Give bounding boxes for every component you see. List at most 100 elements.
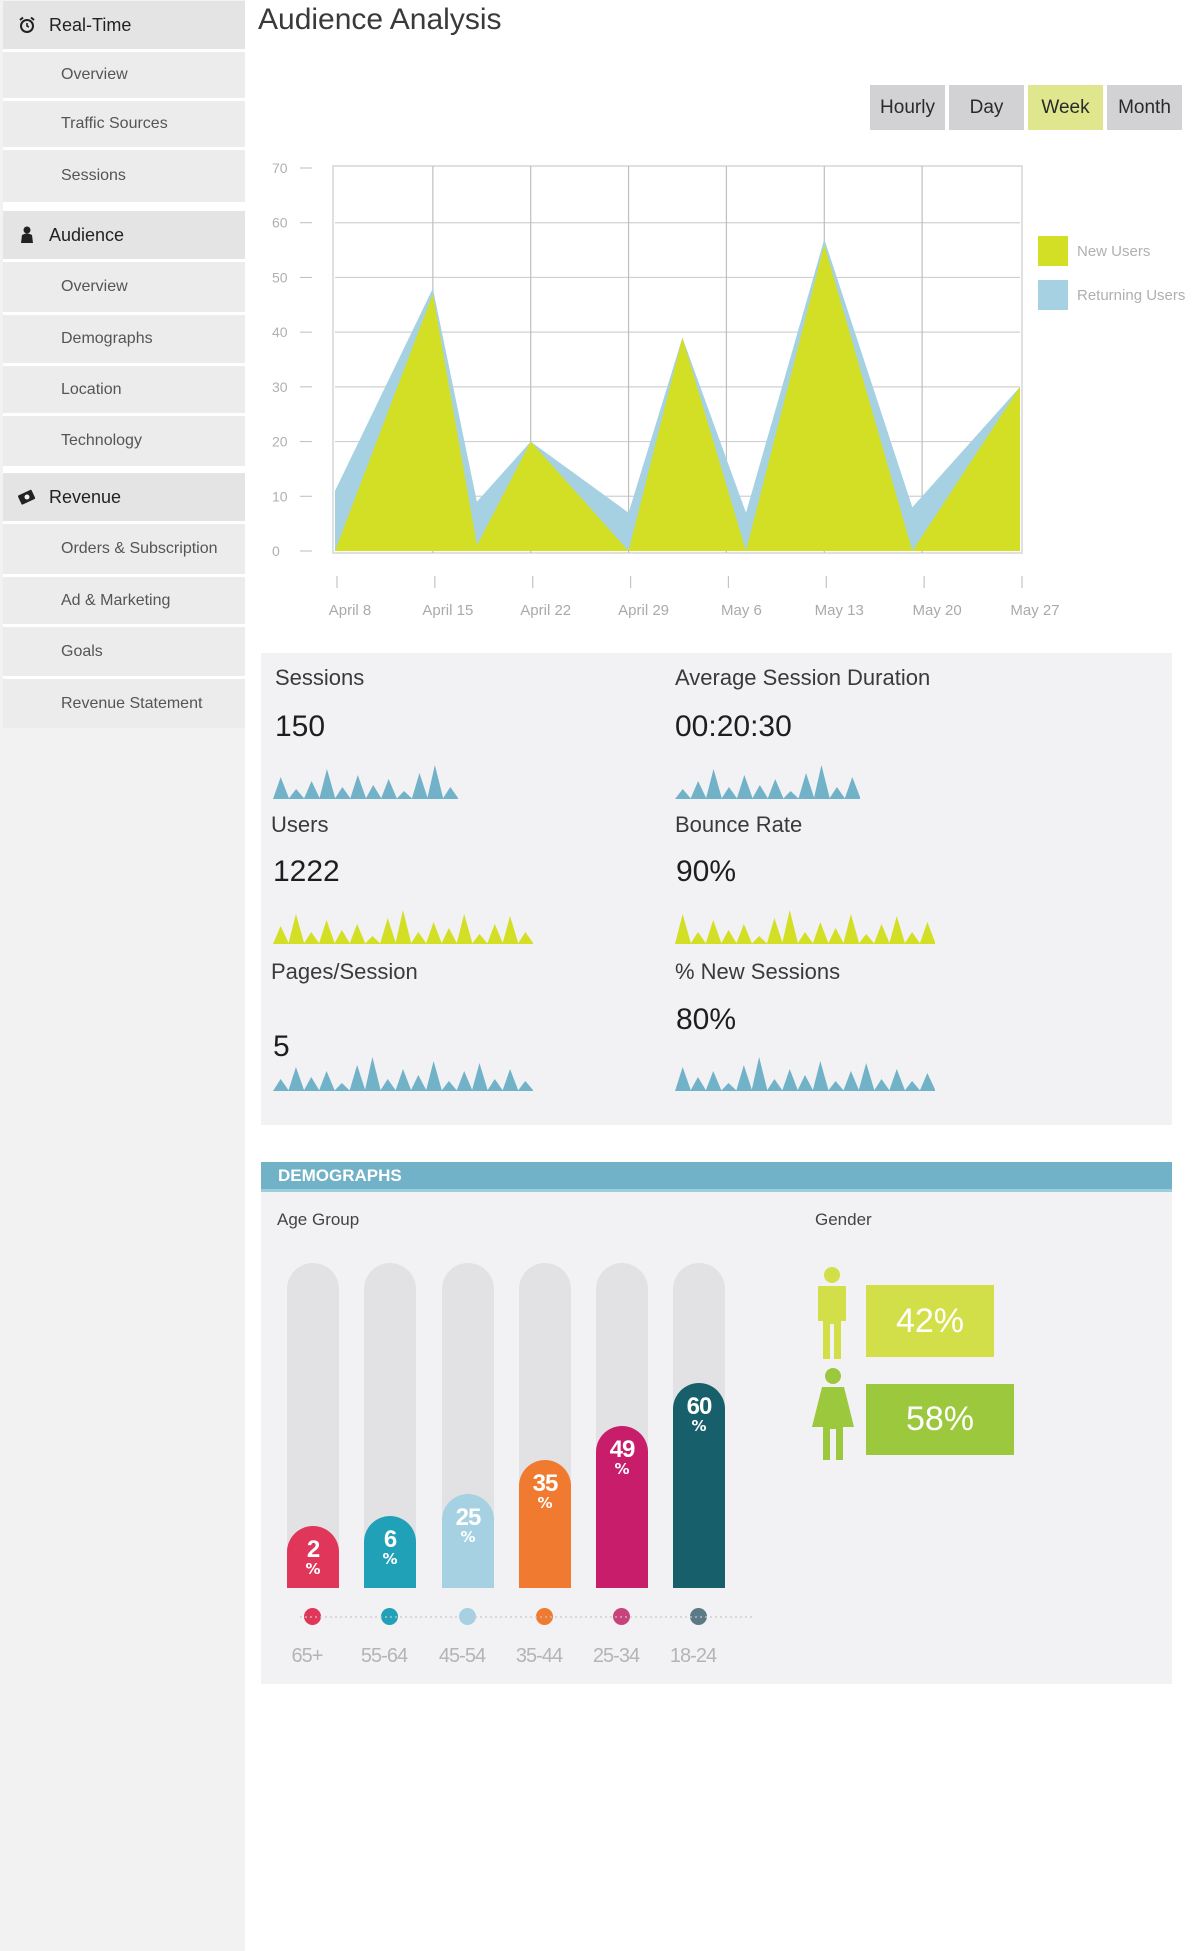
spark-peak xyxy=(843,914,860,944)
divider xyxy=(3,49,245,52)
age-bar-18-24: 60% xyxy=(673,1383,725,1588)
spark-peak xyxy=(812,1061,829,1091)
age-bar-value: 6 xyxy=(383,1526,397,1553)
spark-peak xyxy=(396,791,413,799)
spark-peak xyxy=(720,1083,737,1091)
sidebar-item-orders-subscription[interactable]: Orders & Subscription xyxy=(3,524,245,574)
spark-peak xyxy=(797,1075,814,1091)
sidebar-item-realtime-overview[interactable]: Overview xyxy=(3,52,245,98)
spark-peak xyxy=(766,1079,783,1091)
spark-peak xyxy=(690,1077,707,1091)
spark-peak xyxy=(380,918,397,944)
sidebar-item-traffic-sources[interactable]: Traffic Sources xyxy=(3,101,245,147)
series-area-new-users xyxy=(335,244,1020,551)
age-dot xyxy=(304,1608,321,1625)
age-bar-35-44: 35% xyxy=(519,1460,571,1588)
stats-panel: Sessions 150 Average Session Duration 00:20… xyxy=(261,653,1172,1125)
y-tick-label: 50 xyxy=(272,269,288,285)
sidebar-section-revenue[interactable]: Revenue xyxy=(3,473,245,521)
spark-peak xyxy=(766,918,783,944)
sidebar-section-audience[interactable]: Audience xyxy=(3,211,245,259)
spark-peak xyxy=(441,928,458,944)
age-group-title: Age Group xyxy=(277,1210,360,1229)
age-bar-percent-sign: % xyxy=(460,1528,476,1546)
spark-peak xyxy=(318,1071,335,1091)
male-icon xyxy=(818,1267,846,1359)
stat-value: 1222 xyxy=(273,855,340,888)
sidebar-item-label: Sessions xyxy=(61,167,126,184)
sparkline xyxy=(273,765,458,799)
sidebar-section-label: Audience xyxy=(49,224,125,245)
sparkline xyxy=(675,765,860,799)
sidebar-item-ad-marketing[interactable]: Ad & Marketing xyxy=(3,577,245,624)
sidebar-item-label: Overview xyxy=(61,278,128,295)
dotted-line xyxy=(300,1616,752,1618)
spark-peak xyxy=(827,928,844,944)
sidebar-item-audience-overview[interactable]: Overview xyxy=(3,262,245,312)
spark-peak xyxy=(442,787,458,799)
spark-peak xyxy=(410,932,427,944)
gender-male-value: 42% xyxy=(866,1285,994,1357)
stat-value: 5 xyxy=(273,1030,290,1063)
sidebar-item-label: Location xyxy=(61,380,122,398)
x-tick-label: April 8 xyxy=(329,602,372,619)
tab-month[interactable]: Month xyxy=(1107,85,1182,130)
tab-week[interactable]: Week xyxy=(1028,85,1103,130)
y-tick-label: 60 xyxy=(272,215,288,231)
age-dot xyxy=(459,1608,476,1625)
x-tick-label: May 27 xyxy=(1010,602,1059,619)
y-tick-label: 0 xyxy=(272,543,280,559)
sidebar-item-sessions[interactable]: Sessions xyxy=(3,150,245,202)
spark-peak xyxy=(441,1081,458,1091)
male-icon-body xyxy=(818,1286,846,1359)
y-tick-label: 10 xyxy=(272,488,288,504)
stat-label: Users xyxy=(271,812,329,837)
spark-peak xyxy=(349,924,366,944)
spark-peak xyxy=(797,932,814,944)
sidebar-section-real-time[interactable]: Real-Time xyxy=(3,1,245,49)
sidebar-section-label: Revenue xyxy=(49,486,122,507)
demographs-header: DEMOGRAPHS xyxy=(261,1162,1172,1192)
spark-peak xyxy=(273,926,290,944)
stat-label: Sessions xyxy=(275,665,365,690)
spark-peak xyxy=(334,1083,351,1091)
spark-peak xyxy=(798,773,815,799)
spark-peak xyxy=(471,1063,488,1091)
sidebar-item-revenue-statement[interactable]: Revenue Statement xyxy=(3,679,245,728)
sidebar-item-label: Ad & Marketing xyxy=(61,591,171,609)
audience-area-chart: 0 10 20 30 40 50 60 70 April 8 April 15 April 22 Ap… xyxy=(272,160,1185,619)
sidebar-item-location[interactable]: Location xyxy=(3,366,245,413)
divider xyxy=(3,363,245,366)
spark-peak xyxy=(675,914,692,944)
divider xyxy=(3,466,245,473)
spark-peak xyxy=(395,910,412,944)
legend-swatch xyxy=(1038,280,1068,310)
spark-peak xyxy=(427,765,444,799)
age-bar-65+: 2% xyxy=(287,1526,339,1588)
spark-peak xyxy=(736,924,753,944)
age-bar-value: 35 xyxy=(532,1470,559,1497)
spark-peak xyxy=(705,920,722,944)
spark-peak xyxy=(873,924,890,944)
y-tick-label: 20 xyxy=(272,434,288,450)
stat-value: 00:20:30 xyxy=(675,710,792,743)
x-tick-label: May 13 xyxy=(815,602,864,619)
spark-peak xyxy=(364,1057,381,1091)
sidebar-item-goals[interactable]: Goals xyxy=(3,627,245,676)
spark-peak xyxy=(919,1073,935,1091)
spark-peak xyxy=(843,1071,860,1091)
divider xyxy=(3,624,245,627)
sidebar-item-label: Demographs xyxy=(61,330,153,347)
spark-peak xyxy=(720,930,737,944)
tab-day[interactable]: Day xyxy=(949,85,1024,130)
spark-peak xyxy=(410,1075,427,1091)
sparkline xyxy=(675,1057,935,1091)
sidebar-item-demographs[interactable]: Demographs xyxy=(3,315,245,363)
legend-swatch xyxy=(1038,236,1068,266)
tab-hourly[interactable]: Hourly xyxy=(870,85,945,130)
age-label: 55-64 xyxy=(360,1645,408,1667)
spark-peak xyxy=(364,936,381,944)
sidebar-item-technology[interactable]: Technology xyxy=(3,416,245,466)
stat-label: Average Session Duration xyxy=(675,665,931,690)
person-icon xyxy=(17,225,37,245)
